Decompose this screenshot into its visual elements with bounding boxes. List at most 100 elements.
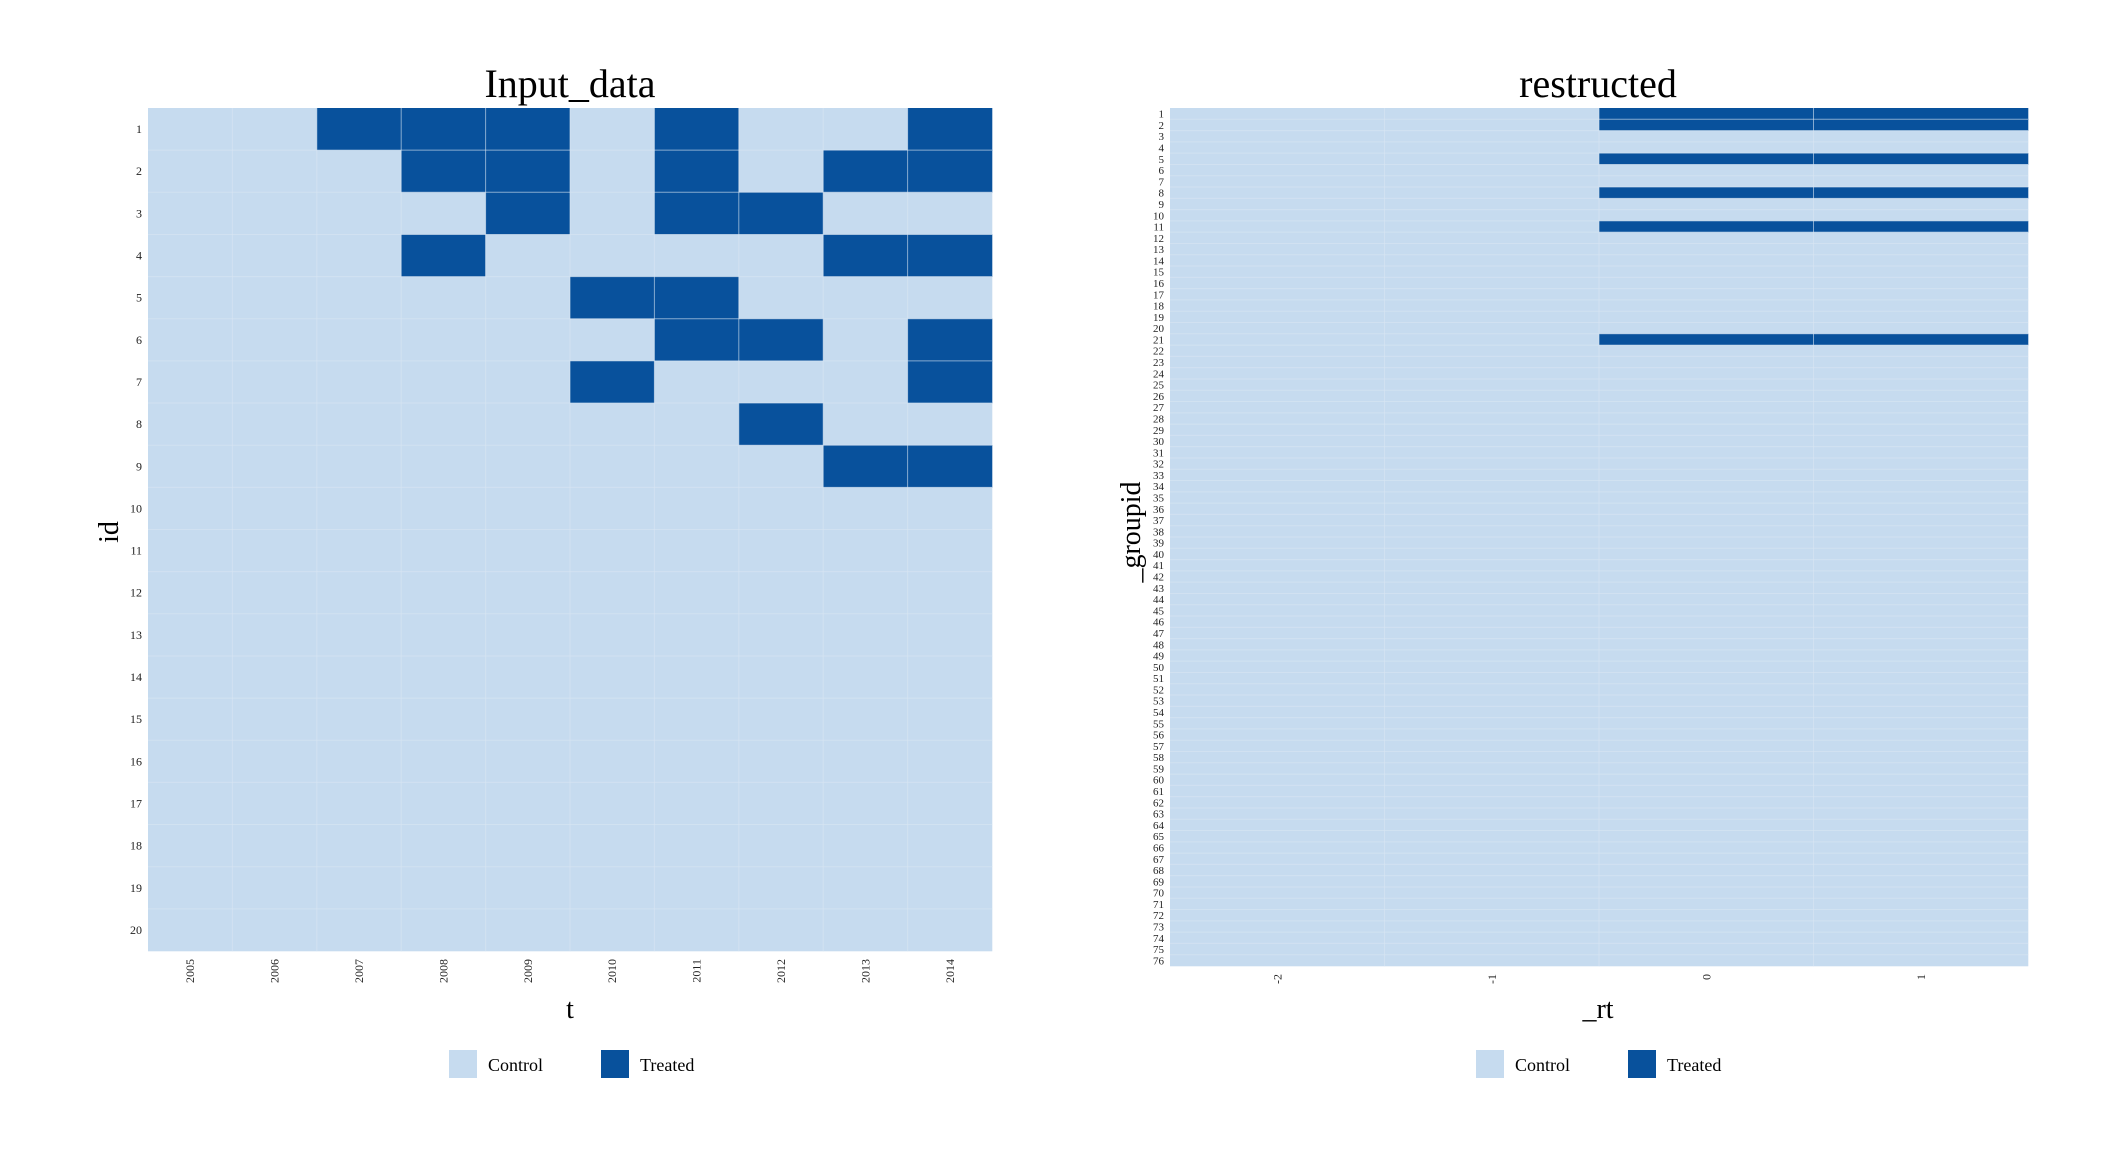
- cell-control: [1813, 751, 2029, 764]
- y-tick-label: 52: [1153, 684, 1164, 696]
- y-tick-label: 1: [1159, 109, 1165, 121]
- cell-control: [1599, 164, 1814, 177]
- cell-control: [1384, 728, 1600, 741]
- cell-control: [1384, 333, 1600, 346]
- y-tick-label: 18: [130, 839, 142, 853]
- cell-control: [1384, 480, 1600, 493]
- cell-control: [1813, 706, 2029, 718]
- cell-control: [738, 782, 824, 825]
- y-tick-label: 67: [1153, 854, 1165, 866]
- y-tick-label: 27: [1153, 402, 1165, 414]
- legend: Control Treated: [449, 1050, 694, 1078]
- cell-control: [148, 192, 233, 235]
- y-tick-label: 13: [1153, 244, 1165, 256]
- cell-control: [401, 740, 486, 783]
- cell-control: [570, 487, 655, 530]
- cell-control: [1599, 886, 1814, 899]
- cell-control: [1170, 932, 1385, 944]
- y-tick-label: 18: [1153, 301, 1165, 313]
- x-tick-labels: -2 -1 0 1: [1270, 974, 1928, 984]
- y-tick-label: 49: [1153, 651, 1165, 663]
- cell-control: [1599, 661, 1814, 673]
- cell-control: [1599, 582, 1814, 594]
- cell-control: [1384, 412, 1600, 425]
- cell-control: [654, 487, 740, 530]
- cell-control: [1384, 875, 1600, 888]
- cell-control: [570, 150, 655, 193]
- y-tick-label: 8: [1159, 188, 1165, 200]
- cell-treated: [1813, 220, 2029, 233]
- cell-control: [1384, 853, 1600, 865]
- cell-control: [232, 613, 318, 657]
- cell-control: [1170, 627, 1385, 639]
- cell-control: [401, 276, 486, 320]
- y-tick-label: 16: [130, 754, 142, 768]
- y-tick-label: 10: [1153, 210, 1165, 222]
- cell-control: [1384, 807, 1600, 820]
- y-tick-label: 31: [1153, 447, 1164, 459]
- cell-control: [738, 571, 824, 615]
- y-tick-label: 7: [1159, 176, 1165, 188]
- y-tick-label: 36: [1153, 504, 1165, 516]
- cell-control: [1813, 537, 2029, 549]
- cell-control: [1599, 898, 1814, 910]
- cell-control: [232, 655, 318, 699]
- cell-control: [401, 318, 486, 362]
- cell-control: [907, 192, 993, 235]
- heatmap-panel-restructed: restructed _rt _groupid -2 -1 0 1 123456789…: [1116, 61, 2029, 1078]
- cell-treated: [907, 150, 993, 193]
- cell-control: [1599, 299, 1814, 312]
- cell-control: [232, 740, 318, 783]
- cell-control: [485, 782, 571, 825]
- cell-control: [316, 866, 402, 910]
- cell-control: [1170, 649, 1385, 662]
- cell-control: [907, 740, 993, 783]
- y-tick-label: 4: [136, 249, 142, 263]
- cell-control: [1170, 209, 1385, 222]
- cell-control: [1170, 706, 1385, 718]
- cell-control: [1813, 864, 2029, 876]
- cell-control: [1813, 390, 2029, 402]
- cell-control: [1813, 435, 2029, 447]
- cell-control: [1813, 740, 2029, 752]
- cell-control: [907, 866, 993, 910]
- cell-control: [148, 150, 233, 193]
- cell-control: [316, 824, 402, 867]
- cell-control: [570, 782, 655, 825]
- cell-control: [1599, 491, 1814, 504]
- y-tick-label: 40: [1153, 549, 1165, 561]
- y-tick-label: 14: [130, 670, 142, 684]
- cell-control: [1170, 525, 1385, 538]
- cell-control: [823, 866, 908, 910]
- cell-control: [1813, 311, 2029, 323]
- cell-control: [485, 276, 571, 320]
- cell-treated: [907, 234, 993, 277]
- cell-control: [1384, 491, 1600, 504]
- cell-control: [1813, 898, 2029, 910]
- cell-control: [1384, 390, 1600, 402]
- cell-control: [1384, 898, 1600, 910]
- cell-control: [570, 698, 655, 741]
- y-tick-label: 76: [1153, 955, 1165, 967]
- cell-control: [1170, 751, 1385, 764]
- cell-control: [1599, 243, 1814, 256]
- cell-treated: [1599, 119, 1814, 131]
- cell-control: [485, 487, 571, 530]
- cell-control: [1170, 728, 1385, 741]
- cell-control: [401, 866, 486, 910]
- cell-treated: [485, 108, 571, 151]
- y-tick-label: 20: [1153, 323, 1165, 335]
- cell-control: [401, 698, 486, 741]
- cell-control: [1384, 424, 1600, 436]
- cell-control: [1170, 288, 1385, 301]
- cell-control: [823, 529, 908, 572]
- y-tick-label: 37: [1153, 515, 1165, 527]
- cell-control: [1384, 198, 1600, 210]
- cell-control: [654, 824, 740, 867]
- cell-control: [1384, 649, 1600, 662]
- cell-control: [1599, 198, 1814, 210]
- y-tick-label: 59: [1153, 763, 1165, 775]
- cell-control: [232, 445, 318, 488]
- cell-control: [1813, 661, 2029, 673]
- cell-control: [1170, 243, 1385, 256]
